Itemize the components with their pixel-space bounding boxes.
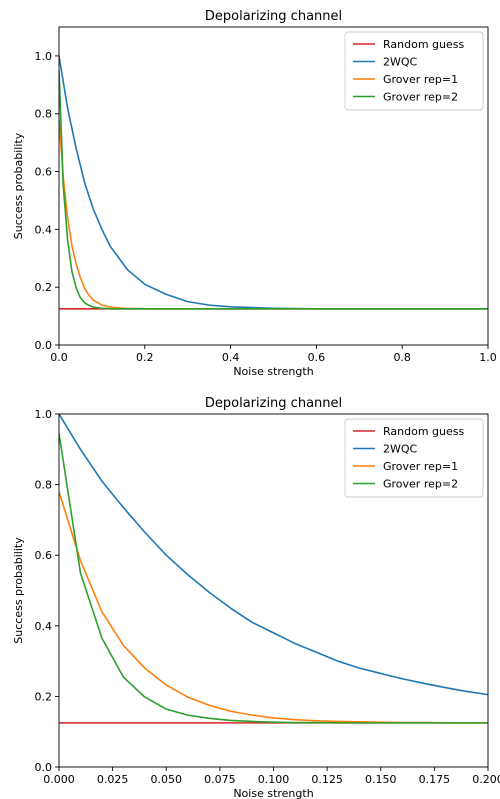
legend-label: Grover rep=2 bbox=[383, 91, 458, 104]
y-tick-label: 0.6 bbox=[35, 549, 53, 562]
y-axis-label: Success probability bbox=[12, 132, 25, 239]
series-line-grover-rep-1 bbox=[59, 491, 488, 724]
y-tick-label: 0.0 bbox=[35, 761, 53, 774]
x-tick-label: 0.000 bbox=[43, 773, 75, 786]
legend-box bbox=[344, 31, 484, 111]
y-tick-label: 0.2 bbox=[35, 281, 53, 294]
axes-frame bbox=[58, 26, 489, 346]
series-line-grover-rep-2 bbox=[59, 70, 488, 310]
x-tick-label: 0.0 bbox=[50, 351, 68, 364]
y-tick-label: 1.0 bbox=[35, 408, 53, 421]
x-tick-label: 0.200 bbox=[472, 773, 500, 786]
legend-label: Grover rep=2 bbox=[383, 478, 458, 491]
legend-label: Grover rep=1 bbox=[383, 73, 458, 86]
x-tick-label: 0.100 bbox=[258, 773, 290, 786]
legend-label: Grover rep=1 bbox=[383, 460, 458, 473]
series-line-grover-rep-2 bbox=[59, 433, 488, 724]
legend: Random guess 2WQC Grover rep=1 Grover rep=2 bbox=[344, 31, 484, 111]
legend-label: 2WQC bbox=[383, 443, 418, 456]
x-tick-label: 0.075 bbox=[204, 773, 236, 786]
x-tick-label: 0.6 bbox=[308, 351, 326, 364]
chart-bottom: 0.000 0.025 0.050 0.075 0.100 0.125 0.150 0.175… bbox=[12, 396, 500, 799]
legend-label: Random guess bbox=[383, 38, 464, 51]
legend-label: Random guess bbox=[383, 425, 464, 438]
y-tick-label: 0.4 bbox=[35, 223, 53, 236]
series-line-2wqc bbox=[59, 414, 488, 696]
x-tick-label: 0.175 bbox=[419, 773, 451, 786]
x-axis-label: Noise strength bbox=[233, 787, 313, 799]
x-tick-label: 0.050 bbox=[151, 773, 183, 786]
y-tick-label: 0.2 bbox=[35, 690, 53, 703]
y-tick-label: 0.0 bbox=[35, 339, 53, 352]
x-tick-label: 0.150 bbox=[365, 773, 397, 786]
y-tick-label: 1.0 bbox=[35, 50, 53, 63]
chart-title: Depolarizing channel bbox=[205, 9, 342, 24]
y-tick-label: 0.8 bbox=[35, 108, 53, 121]
legend-label: 2WQC bbox=[383, 56, 418, 69]
x-tick-label: 0.125 bbox=[311, 773, 343, 786]
y-axis-label: Success probability bbox=[12, 537, 25, 644]
chart-title: Depolarizing channel bbox=[205, 396, 342, 411]
y-tick-label: 0.6 bbox=[35, 166, 53, 179]
x-axis-label: Noise strength bbox=[233, 365, 313, 378]
x-tick-label: 0.8 bbox=[393, 351, 411, 364]
y-tick-label: 0.8 bbox=[35, 479, 53, 492]
y-tick-label: 0.4 bbox=[35, 620, 53, 633]
chart-top: 0.0 0.2 0.4 0.6 0.8 1.0 0.0 0.2 0.4 0.6 0.8 1.0 Depo… bbox=[12, 9, 497, 378]
x-tick-label: 0.2 bbox=[136, 351, 154, 364]
x-tick-label: 1.0 bbox=[479, 351, 497, 364]
legend: Random guess 2WQC Grover rep=1 Grover rep=2 bbox=[344, 418, 484, 498]
plot-area bbox=[59, 55, 488, 310]
x-tick-label: 0.4 bbox=[222, 351, 240, 364]
plot-area bbox=[59, 414, 488, 724]
x-tick-label: 0.025 bbox=[97, 773, 129, 786]
legend-box bbox=[344, 418, 484, 498]
series-line-grover-rep-1 bbox=[59, 119, 488, 310]
